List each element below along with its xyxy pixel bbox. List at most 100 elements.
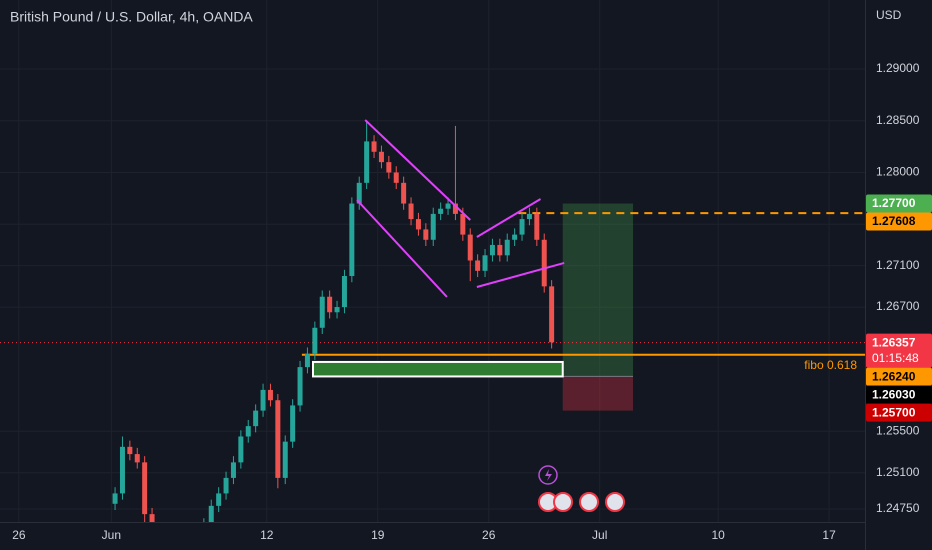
loss-zone [562,376,634,411]
x-tick-label: 17 [822,528,836,542]
candle-body [467,234,473,261]
candle-body [245,426,251,437]
candle-body [445,203,451,209]
candle-body [482,255,488,271]
y-tick-label: 1.25500 [876,423,920,437]
candle-body [112,493,118,504]
trendline [476,198,542,238]
candle-body [216,493,222,506]
candle-body [475,260,481,271]
x-tick-label: Jun [102,528,121,542]
y-tick-label: 1.29000 [876,61,920,75]
trendline [356,199,448,298]
candle-body [134,454,140,463]
candle-body [119,446,125,494]
y-tick-label: 1.26700 [876,299,920,313]
candle-body [267,389,273,401]
y-tick-label: 1.25100 [876,465,920,479]
candle-body [304,353,310,368]
candle-body [142,462,148,515]
candle-body [378,151,384,163]
price-label: 1.26357 [872,335,916,349]
candle-body [319,296,325,328]
event-icon[interactable] [579,492,599,512]
profit-zone [562,203,634,377]
candle-body [519,219,525,235]
candle-body [312,327,318,354]
candle-body [393,172,399,183]
candle-body [282,441,288,478]
price-label-bg [866,367,932,386]
candle-body [127,446,133,455]
candle-body [549,286,555,343]
x-tick-label: 26 [12,528,26,542]
grid [0,0,865,522]
candle-body [275,400,281,478]
event-icon[interactable] [605,492,625,512]
x-tick-label: Jul [592,528,607,542]
candle-body [230,462,236,478]
candle-body [253,410,259,427]
candle-body [541,239,547,287]
plot-area: fibo 0.618 [0,119,865,522]
candle-body [327,296,333,313]
event-icon[interactable] [553,492,573,512]
candle-body [534,213,540,240]
candle-body [504,239,510,256]
candle-body [371,141,377,152]
lightning [545,469,552,481]
y-tick-label: 1.27100 [876,258,920,272]
demand-zone [311,360,564,378]
price-label-bg [866,333,932,368]
price-label: 1.27700 [872,196,916,210]
candle-body [386,162,392,173]
candle-body [423,229,429,240]
price-label-bg [866,194,932,213]
candle-body [223,477,229,494]
candle-body [149,514,155,522]
candle-body [497,244,503,256]
x-tick-label: 10 [711,528,725,542]
price-label: 1.26240 [872,369,916,383]
level-text: fibo 0.618 [804,358,857,372]
candle-body [260,389,266,411]
price-label: 1.25700 [872,405,916,419]
price-label-bg [866,403,932,422]
candle-body [238,436,244,463]
y-tick-label: 1.24750 [876,501,920,515]
candle-body [297,367,303,406]
event-icons [538,465,625,512]
price-label-bg [866,385,932,404]
candle-body [290,405,296,442]
price-label: 1.26030 [872,387,916,401]
candle-body [430,213,436,240]
x-tick-label: 19 [371,528,385,542]
candle-body [526,213,532,220]
candle-body [341,276,347,308]
y-tick-label: 1.28500 [876,113,920,127]
candle-body [208,505,214,522]
currency: USD [876,8,902,22]
candle-body [356,182,362,204]
price-label: 1.27608 [872,214,916,228]
trendline [476,262,565,288]
price-countdown: 01:15:48 [872,351,919,365]
candle-body [489,244,495,256]
candle-body [334,307,340,313]
trendline [364,119,471,221]
candle-body [452,203,458,214]
candle-body [415,219,421,230]
candle-body [438,208,444,214]
x-tick-label: 12 [260,528,274,542]
chart-title: British Pound / U.S. Dollar, 4h, OANDA [10,9,253,25]
price-label-bg [866,212,932,231]
candle-body [512,234,518,240]
candle-body [408,203,414,220]
y-tick-label: 1.28000 [876,165,920,179]
candle-body [349,203,355,277]
candle-body [401,182,407,204]
candle-body [460,213,466,235]
